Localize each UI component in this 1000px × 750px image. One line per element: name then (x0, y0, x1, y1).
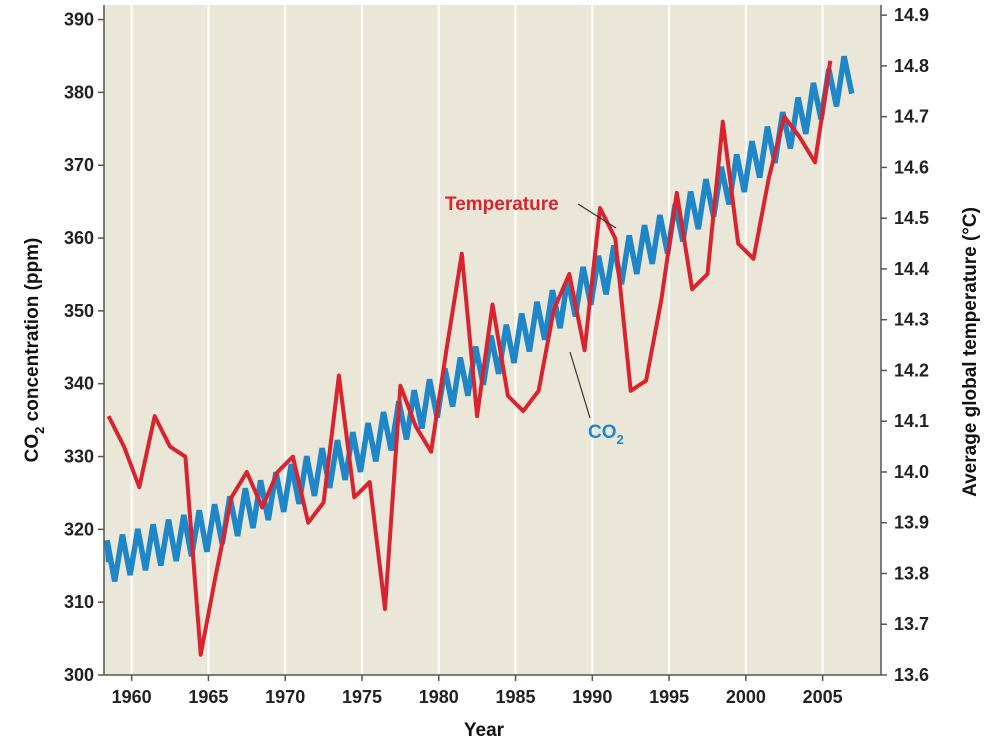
left-tick-label-350: 350 (64, 301, 94, 321)
temperature-line (106, 60, 833, 657)
x-axis-title: Year (464, 720, 505, 741)
left-tick-label-390: 390 (64, 10, 94, 30)
co2-leader-line (569, 351, 591, 419)
x-tick-label-1980: 1980 (419, 687, 459, 707)
left-tick-label-380: 380 (64, 82, 94, 102)
right-tick-label-13.9: 13.9 (894, 513, 929, 533)
co2-annotation: CO2 (588, 422, 624, 447)
left-tick-label-370: 370 (64, 155, 94, 175)
right-tick-label-14.5: 14.5 (894, 208, 929, 228)
temperature-leader-line (577, 203, 617, 229)
left-tick-label-310: 310 (64, 592, 94, 612)
left-axis-title: CO2 concentration (ppm) (22, 238, 47, 463)
right-tick-label-14.1: 14.1 (894, 411, 929, 431)
x-tick-label-1960: 1960 (112, 687, 152, 707)
right-axis-title: Average global temperature (°C) (960, 207, 981, 497)
temperature-series (106, 60, 833, 657)
annotations: Temperature CO2 (445, 194, 624, 447)
x-tick-label-2000: 2000 (726, 687, 766, 707)
right-tick-label-14: 14.0 (894, 462, 929, 482)
right-tick-label-14.9: 14.9 (894, 5, 929, 25)
left-tick-label-300: 300 (64, 665, 94, 685)
right-tick-label-14.8: 14.8 (894, 56, 929, 76)
right-tick-label-13.7: 13.7 (894, 614, 929, 634)
x-tick-label-2005: 2005 (803, 687, 843, 707)
temperature-annotation: Temperature (445, 194, 559, 215)
x-tick-label-1990: 1990 (572, 687, 612, 707)
x-tick-label-1985: 1985 (496, 687, 536, 707)
left-tick-label-330: 330 (64, 447, 94, 467)
right-tick-label-14.4: 14.4 (894, 259, 929, 279)
tick-marks (98, 14, 887, 681)
right-tick-label-13.6: 13.6 (894, 665, 929, 685)
right-tick-label-14.7: 14.7 (894, 107, 929, 127)
left-y-tick-labels: 300 310 320 330 340 350 360 370 380 390 (64, 10, 94, 685)
x-tick-labels: 1960 1965 1970 1975 1980 1985 1990 1995 2000 2005 (112, 687, 843, 707)
right-tick-label-14.3: 14.3 (894, 310, 929, 330)
left-tick-label-360: 360 (64, 228, 94, 248)
x-tick-label-1975: 1975 (342, 687, 382, 707)
right-tick-label-14.2: 14.2 (894, 360, 929, 380)
x-tick-label-1970: 1970 (265, 687, 305, 707)
x-tick-label-1965: 1965 (188, 687, 228, 707)
right-tick-label-13.8: 13.8 (894, 563, 929, 583)
left-tick-label-320: 320 (64, 519, 94, 539)
right-tick-label-14.6: 14.6 (894, 157, 929, 177)
x-tick-label-1995: 1995 (649, 687, 689, 707)
left-tick-label-340: 340 (64, 374, 94, 394)
right-y-tick-labels: 13.6 13.7 13.8 13.9 14.0 14.1 14.2 14.3 14.4 14.5… (894, 5, 929, 685)
